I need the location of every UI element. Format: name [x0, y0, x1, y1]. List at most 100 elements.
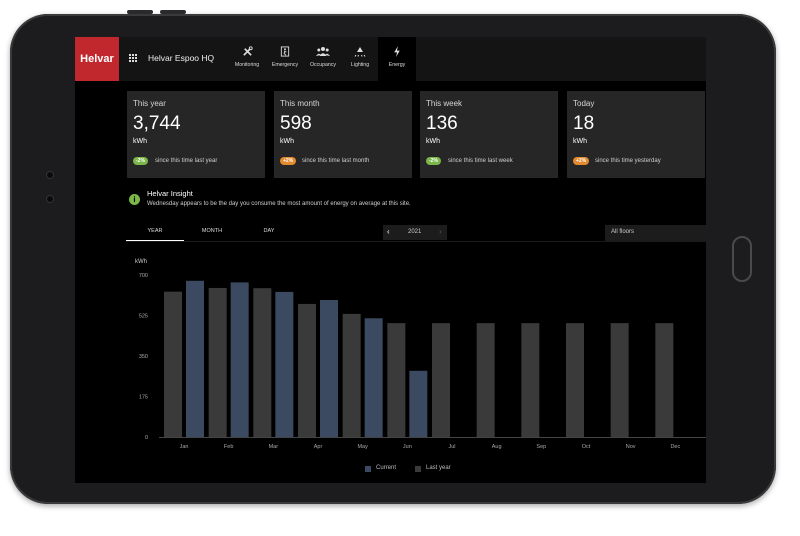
card-unit: kWh: [280, 138, 294, 145]
floor-select-value: All floors: [611, 229, 635, 235]
insight-title: Helvar Insight: [147, 189, 193, 198]
app-screen: Helvar Helvar Espoo HQ Monitoring Emerge…: [75, 37, 706, 483]
change-badge: +2%: [280, 157, 297, 165]
light-icon: [341, 46, 379, 59]
nav-lighting[interactable]: Lighting: [341, 37, 379, 81]
card-value: 136: [426, 113, 458, 134]
tools-icon: [228, 46, 266, 59]
card-this-year: This year 3,744 kWh -2% since this time …: [127, 91, 265, 178]
x-tick-label: Jun: [403, 444, 412, 450]
card-unit: kWh: [426, 138, 440, 145]
helvar-logo[interactable]: Helvar: [75, 37, 119, 81]
nav-energy[interactable]: Energy: [378, 37, 416, 81]
floor-select[interactable]: All floors: [605, 225, 706, 241]
x-tick-label: Feb: [224, 444, 233, 450]
site-name: Helvar Espoo HQ: [148, 53, 215, 63]
bar-last-year-dec[interactable]: [655, 323, 674, 437]
bar-current-may[interactable]: [364, 318, 383, 437]
nav-monitoring[interactable]: Monitoring: [228, 37, 266, 81]
tab-day[interactable]: DAY: [263, 228, 275, 234]
home-button[interactable]: [732, 236, 752, 282]
nav-label: Energy: [388, 62, 406, 68]
insight-message: Wednesday appears to be the day you cons…: [147, 201, 411, 207]
legend-current: Current: [376, 465, 397, 471]
camera-sensor: [47, 172, 53, 178]
bar-last-year-jun[interactable]: [387, 323, 406, 437]
chevron-right-icon[interactable]: ›: [439, 227, 442, 236]
tab-month[interactable]: MONTH: [201, 228, 223, 234]
nav-label: Lighting: [350, 62, 370, 68]
change-note: since this time last year: [155, 158, 218, 164]
card-value: 598: [280, 113, 312, 134]
info-icon: i: [129, 194, 140, 205]
year-value: 2021: [408, 229, 422, 235]
card-title: Today: [573, 99, 595, 108]
nav-occupancy[interactable]: Occupancy: [304, 37, 342, 81]
change-badge: -2%: [426, 157, 441, 165]
card-title: This month: [280, 99, 320, 108]
people-icon: [304, 46, 342, 59]
y-tick-label: 350: [139, 354, 148, 360]
nav-emergency[interactable]: Emergency: [266, 37, 304, 81]
card-value: 18: [573, 113, 595, 134]
y-axis-label: kWh: [135, 259, 147, 265]
bar-current-jun[interactable]: [409, 370, 428, 437]
top-navigation-bar: Helvar Helvar Espoo HQ Monitoring Emerge…: [75, 37, 706, 81]
x-tick-label: Sep: [536, 444, 546, 450]
bar-last-year-oct[interactable]: [566, 323, 584, 437]
legend-last-year: Last year: [426, 465, 451, 471]
y-tick-label: 525: [139, 314, 148, 320]
bar-last-year-jul[interactable]: [432, 323, 450, 437]
energy-bar-chart: kWh 0 175 350 525 700 Jan Feb Mar Apr May Jun Jul A…: [135, 259, 706, 450]
x-tick-label: Jul: [448, 444, 455, 450]
change-note: since this time last week: [448, 158, 513, 164]
bar-last-year-mar[interactable]: [253, 288, 272, 437]
x-tick-label: Jan: [180, 444, 189, 450]
card-unit: kWh: [133, 138, 147, 145]
emergency-exit-icon: [266, 46, 304, 59]
card-this-month: This month 598 kWh +2% since this time l…: [274, 91, 412, 178]
bar-last-year-feb[interactable]: [208, 287, 227, 437]
bar-last-year-apr[interactable]: [298, 303, 316, 437]
y-tick-label: 175: [139, 395, 148, 401]
nav-label: Emergency: [271, 62, 299, 68]
nav-label: Monitoring: [234, 62, 260, 68]
card-this-week: This week 136 kWh -2% since this time la…: [420, 91, 558, 178]
change-badge: -2%: [133, 157, 148, 165]
nav-label: Occupancy: [310, 62, 336, 68]
tab-year[interactable]: YEAR: [147, 228, 163, 234]
lightning-icon: [378, 46, 416, 59]
change-note: since this time last month: [302, 158, 370, 164]
card-today: Today 18 kWh +2% since this time yesterd…: [567, 91, 705, 178]
y-tick-label: 700: [139, 273, 148, 279]
bar-current-apr[interactable]: [320, 299, 338, 437]
chevron-left-icon[interactable]: ‹: [387, 227, 390, 236]
bar-current-feb[interactable]: [230, 282, 249, 437]
bar-current-jan[interactable]: [186, 280, 204, 437]
x-tick-label: Nov: [626, 444, 636, 450]
bar-last-year-nov[interactable]: [610, 323, 629, 437]
legend-current-swatch: [365, 466, 371, 472]
tab-divider: [126, 241, 706, 242]
x-tick-label: Dec: [670, 444, 680, 450]
bar-current-mar[interactable]: [275, 291, 294, 437]
card-value: 3,744: [133, 113, 181, 134]
x-tick-label: Mar: [269, 444, 279, 450]
x-tick-label: Oct: [582, 444, 591, 450]
bar-last-year-jan[interactable]: [164, 291, 182, 437]
x-tick-label: May: [357, 444, 368, 450]
app-grid-icon[interactable]: [129, 54, 138, 63]
bar-last-year-sep[interactable]: [521, 323, 540, 437]
x-tick-label: Apr: [314, 444, 323, 450]
x-tick-label: Aug: [492, 444, 502, 450]
bar-last-year-may[interactable]: [342, 313, 361, 437]
volume-button: [127, 10, 153, 14]
active-tab-indicator: [126, 240, 184, 241]
card-title: This year: [133, 99, 166, 108]
legend-last-year-swatch: [415, 466, 421, 472]
power-button: [160, 10, 186, 14]
year-selector: ‹ 2021 ›: [383, 225, 447, 240]
card-title: This week: [426, 99, 463, 108]
bar-last-year-aug[interactable]: [476, 323, 495, 437]
change-note: since this time yesterday: [595, 158, 661, 164]
